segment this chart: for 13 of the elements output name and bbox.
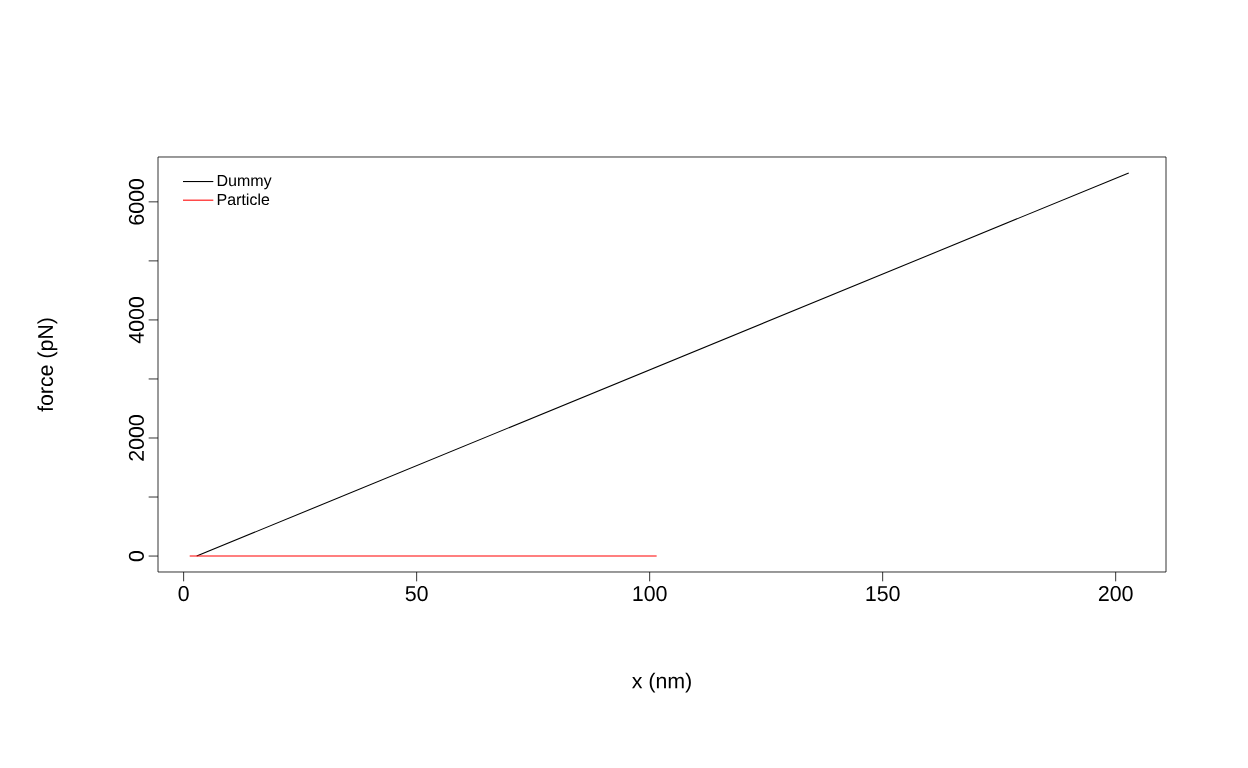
x-tick-label: 150 — [866, 586, 900, 602]
legend-label: Particle — [217, 193, 270, 206]
x-tick-label: 50 — [405, 586, 428, 602]
y-axis-title: force (pN) — [37, 318, 58, 412]
x-tick-label: 0 — [178, 586, 189, 602]
y-tick-label: 2000 — [128, 415, 144, 461]
x-tick-label: 200 — [1098, 586, 1133, 602]
x-axis-title: x (nm) — [632, 672, 691, 693]
y-tick-label: 4000 — [128, 297, 144, 344]
legend-label: Dummy — [217, 175, 272, 190]
y-tick-label: 6000 — [128, 178, 144, 225]
y-tick-label: 0 — [128, 550, 144, 562]
x-tick-label: 100 — [633, 586, 667, 602]
